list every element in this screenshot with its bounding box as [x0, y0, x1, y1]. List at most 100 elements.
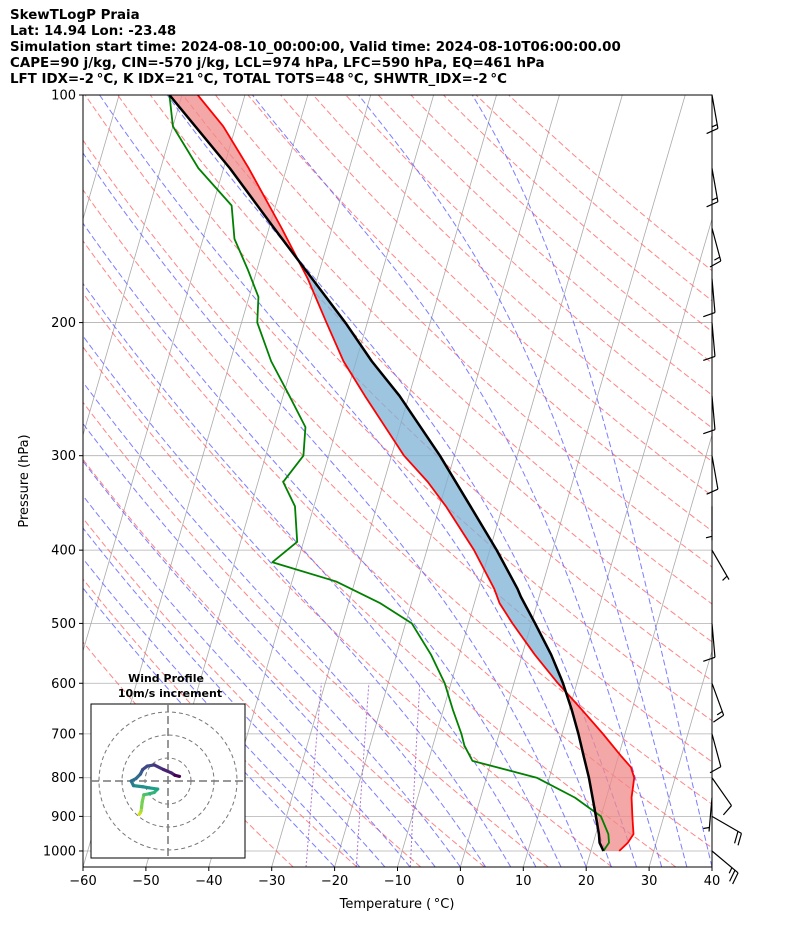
hodograph-trace: [129, 763, 182, 816]
dry-adiabat-line: [215, 95, 712, 568]
wind-barb: [703, 797, 713, 832]
simulation-times: Simulation start time: 2024-08-10_00:00:…: [10, 40, 621, 56]
x-axis-ticks: −60 −50 −40 −30 −20 −10 0 10 20 30 40: [69, 867, 720, 889]
wind-barb: [711, 850, 739, 885]
moist-adiabat-line: [358, 95, 688, 867]
hodograph-segment: [173, 773, 182, 779]
dry-adiabat-line: [83, 240, 712, 849]
moist-adiabat-line: [83, 335, 512, 867]
wind-barb-feather: [703, 429, 716, 435]
wind-barb-half-feather: [728, 867, 733, 874]
isotherm-line: [711, 865, 712, 867]
wind-barb-staff: [711, 815, 742, 834]
dry-adiabat-line: [345, 95, 712, 429]
wind-barb: [703, 395, 716, 435]
x-tick-label: −40: [195, 874, 222, 889]
wind-barb: [706, 94, 719, 135]
isotherm-line: [83, 95, 246, 653]
wind-barb-staff: [711, 623, 716, 658]
wind-barb-staff: [711, 850, 739, 874]
y-tick-label: 200: [51, 316, 76, 331]
y-tick-label: 900: [51, 810, 76, 825]
x-axis-label: Temperature ( °C): [339, 897, 455, 912]
cape-cin-summary: CAPE=90 j/kg, CIN=-570 j/kg, LCL=974 hPa…: [10, 56, 545, 72]
wind-barb: [711, 815, 743, 846]
wind-barb: [703, 322, 716, 362]
y-tick-label: 400: [51, 544, 76, 559]
mixing-ratio-line: [355, 683, 370, 867]
station-title: SkewTLogP Praia: [10, 8, 140, 23]
wind-barb-half-feather: [711, 197, 718, 201]
dry-adiabat-line: [312, 95, 712, 463]
wind-barb-feather: [703, 355, 716, 362]
hodograph-inset: Wind Profile 10m/s increment: [90, 672, 246, 859]
x-tick-label: 40: [704, 874, 721, 889]
x-tick-label: 0: [456, 874, 464, 889]
isotherm-line: [208, 95, 434, 867]
wind-barbs: [703, 94, 743, 885]
y-tick-label: 300: [51, 449, 76, 464]
wind-barb-half-feather: [716, 710, 723, 716]
wind-barb-staff: [711, 227, 722, 262]
hodograph-rings: [91, 704, 245, 858]
isotherm-line: [83, 95, 183, 437]
wind-barb-staff: [711, 733, 722, 767]
wind-barb: [709, 733, 722, 774]
wind-barb-feather: [706, 488, 719, 495]
dry-adiabat-line: [149, 95, 712, 643]
mixing-ratio-line: [305, 683, 322, 867]
wind-barb: [711, 549, 730, 581]
wind-barb: [703, 623, 716, 662]
wind-barb: [711, 777, 732, 816]
dry-adiabat-line: [443, 95, 712, 333]
station-coordinates: Lat: 14.94 Lon: -23.48: [10, 24, 177, 40]
wind-barb-staff: [711, 683, 725, 716]
cape-area: [296, 257, 566, 692]
y-tick-label: 800: [51, 771, 76, 786]
dewpoint-profile-line: [168, 95, 610, 852]
isotherm-line: [585, 433, 712, 867]
moist-adiabat-line: [83, 282, 537, 867]
x-tick-label: 30: [641, 874, 658, 889]
dry-adiabat-line: [83, 189, 712, 805]
wind-barb-staff: [711, 278, 716, 313]
wind-barb-half-feather: [714, 256, 721, 261]
wind-barb: [711, 683, 725, 723]
wind-barb-feather: [729, 870, 736, 882]
moist-adiabat-line: [252, 95, 663, 867]
wind-barb-feather: [706, 127, 719, 135]
chart-header: SkewTLogP Praia Lat: 14.94 Lon: -23.48 S…: [10, 8, 621, 88]
dry-adiabat-line: [83, 578, 358, 867]
dry-adiabat-line: [84, 95, 712, 722]
y-axis-ticks: 100 200 300 400 500 600 700 800 900 1000: [43, 89, 83, 859]
moist-adiabat-line: [99, 95, 612, 867]
dry-adiabat-line: [83, 139, 712, 763]
wind-barb: [709, 227, 722, 268]
temperature-profile-line: [197, 95, 636, 852]
stability-indices: LFT IDX=-2 °C, K IDX=21 °C, TOTAL TOTS=4…: [10, 72, 507, 88]
wind-barb-staff: [708, 797, 713, 832]
x-tick-label: 20: [578, 874, 595, 889]
moist-adiabat-line: [83, 152, 587, 867]
moist-adiabat-line: [471, 95, 712, 867]
y-axis-label: Pressure (hPa): [17, 434, 32, 527]
mixing-ratio-line: [409, 683, 421, 867]
wind-barb-staff: [711, 777, 732, 806]
hodograph-subtitle: 10m/s increment: [118, 687, 222, 700]
wind-barb-half-feather: [705, 535, 713, 539]
wind-barb-half-feather: [722, 575, 728, 581]
wind-barb: [705, 506, 713, 541]
y-tick-label: 100: [51, 89, 76, 104]
x-tick-label: −50: [132, 874, 159, 889]
moist-adiabat-line: [83, 460, 436, 867]
dry-adiabat-line: [83, 346, 613, 867]
hodograph-title: Wind Profile: [128, 672, 204, 685]
dry-adiabat-line: [83, 401, 549, 867]
parcel-path-line: [168, 95, 605, 852]
moist-adiabat-line: [83, 587, 335, 867]
dry-adiabat-line: [280, 95, 712, 497]
wind-barb-staff: [711, 94, 719, 129]
dry-adiabat-line: [83, 458, 485, 867]
wind-barb-feather: [706, 201, 719, 208]
moist-adiabat-line: [83, 381, 486, 867]
